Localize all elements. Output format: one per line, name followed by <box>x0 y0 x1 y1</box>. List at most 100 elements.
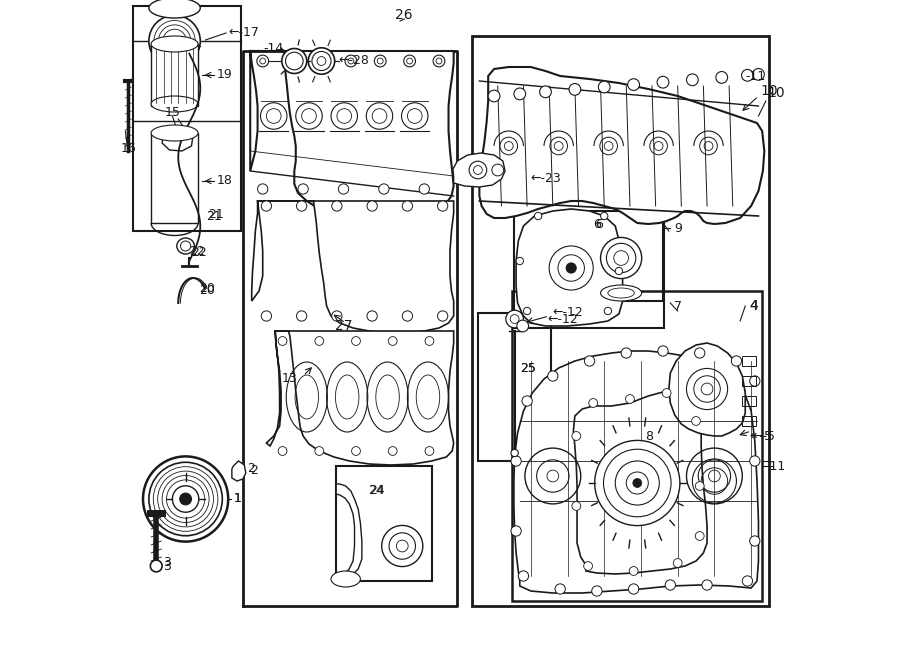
Text: 8: 8 <box>645 430 653 442</box>
Circle shape <box>629 566 638 576</box>
Circle shape <box>591 586 602 596</box>
Circle shape <box>572 502 580 510</box>
Circle shape <box>150 560 162 572</box>
Text: 9: 9 <box>675 221 682 235</box>
Circle shape <box>298 184 309 194</box>
Circle shape <box>511 449 518 457</box>
Circle shape <box>696 531 704 541</box>
Circle shape <box>332 311 342 321</box>
Bar <box>472 36 770 606</box>
Text: 25: 25 <box>520 362 536 375</box>
Circle shape <box>548 371 558 381</box>
Text: 6: 6 <box>596 217 603 231</box>
Circle shape <box>316 55 328 67</box>
Text: 6: 6 <box>593 219 601 231</box>
Bar <box>151 133 198 223</box>
Polygon shape <box>337 484 362 579</box>
Circle shape <box>584 356 595 366</box>
Circle shape <box>716 71 727 83</box>
Text: 10: 10 <box>760 84 778 98</box>
Circle shape <box>752 69 764 80</box>
Circle shape <box>367 311 377 321</box>
Text: -14: -14 <box>264 42 284 56</box>
Polygon shape <box>573 389 707 574</box>
Circle shape <box>517 320 528 332</box>
Circle shape <box>511 456 521 466</box>
Text: 13: 13 <box>282 371 297 385</box>
Circle shape <box>382 525 423 566</box>
Bar <box>579 211 663 301</box>
Text: 20: 20 <box>199 282 215 295</box>
Circle shape <box>514 88 526 100</box>
Ellipse shape <box>600 285 642 301</box>
Bar <box>478 313 552 461</box>
Circle shape <box>425 447 434 455</box>
Circle shape <box>627 79 640 91</box>
Circle shape <box>742 69 753 81</box>
Circle shape <box>628 584 639 594</box>
Polygon shape <box>669 343 745 436</box>
Circle shape <box>626 395 634 403</box>
Text: 2: 2 <box>250 465 258 477</box>
Circle shape <box>696 482 704 490</box>
Circle shape <box>566 263 576 273</box>
Circle shape <box>695 348 705 358</box>
Text: 16: 16 <box>121 143 137 155</box>
Circle shape <box>286 55 298 67</box>
Text: 26: 26 <box>395 8 412 22</box>
Circle shape <box>633 479 642 487</box>
Circle shape <box>402 311 412 321</box>
Circle shape <box>338 184 348 194</box>
Text: 20: 20 <box>199 284 215 297</box>
Circle shape <box>516 257 524 264</box>
Text: ←-23: ←-23 <box>531 173 562 186</box>
Circle shape <box>555 584 565 594</box>
Circle shape <box>572 432 580 440</box>
Circle shape <box>332 201 342 211</box>
Circle shape <box>419 184 429 194</box>
Text: 25: 25 <box>520 362 536 375</box>
Circle shape <box>518 571 528 581</box>
Circle shape <box>278 447 287 455</box>
Circle shape <box>315 336 324 346</box>
Text: 4: 4 <box>750 299 759 313</box>
Text: ←-28: ←-28 <box>338 54 369 67</box>
Polygon shape <box>514 351 759 593</box>
Text: 21: 21 <box>206 210 222 223</box>
Circle shape <box>402 201 412 211</box>
Circle shape <box>425 336 434 346</box>
Polygon shape <box>266 331 454 465</box>
Text: ←-5: ←-5 <box>752 430 776 442</box>
Circle shape <box>657 76 669 88</box>
Text: ←-12: ←-12 <box>553 307 583 319</box>
Circle shape <box>278 336 287 346</box>
Ellipse shape <box>151 36 198 52</box>
Text: 21: 21 <box>208 208 223 221</box>
Bar <box>512 291 762 601</box>
Circle shape <box>687 74 698 86</box>
Circle shape <box>404 55 416 67</box>
Text: 18: 18 <box>216 175 232 188</box>
Circle shape <box>604 307 612 315</box>
Bar <box>742 356 755 366</box>
Text: ←-17: ←-17 <box>229 26 259 40</box>
Circle shape <box>433 55 445 67</box>
Circle shape <box>750 376 760 386</box>
Circle shape <box>261 201 272 211</box>
Text: 3: 3 <box>164 559 171 572</box>
Circle shape <box>309 48 335 74</box>
Circle shape <box>598 81 610 93</box>
Circle shape <box>296 201 307 211</box>
Circle shape <box>257 184 268 194</box>
Circle shape <box>569 83 580 95</box>
Bar <box>132 6 241 231</box>
Circle shape <box>282 48 307 73</box>
Text: 24: 24 <box>368 485 383 498</box>
Circle shape <box>352 447 360 455</box>
Bar <box>337 466 432 581</box>
Polygon shape <box>232 461 246 481</box>
Polygon shape <box>480 67 764 224</box>
Circle shape <box>352 336 360 346</box>
Circle shape <box>143 456 229 541</box>
Circle shape <box>732 356 742 366</box>
